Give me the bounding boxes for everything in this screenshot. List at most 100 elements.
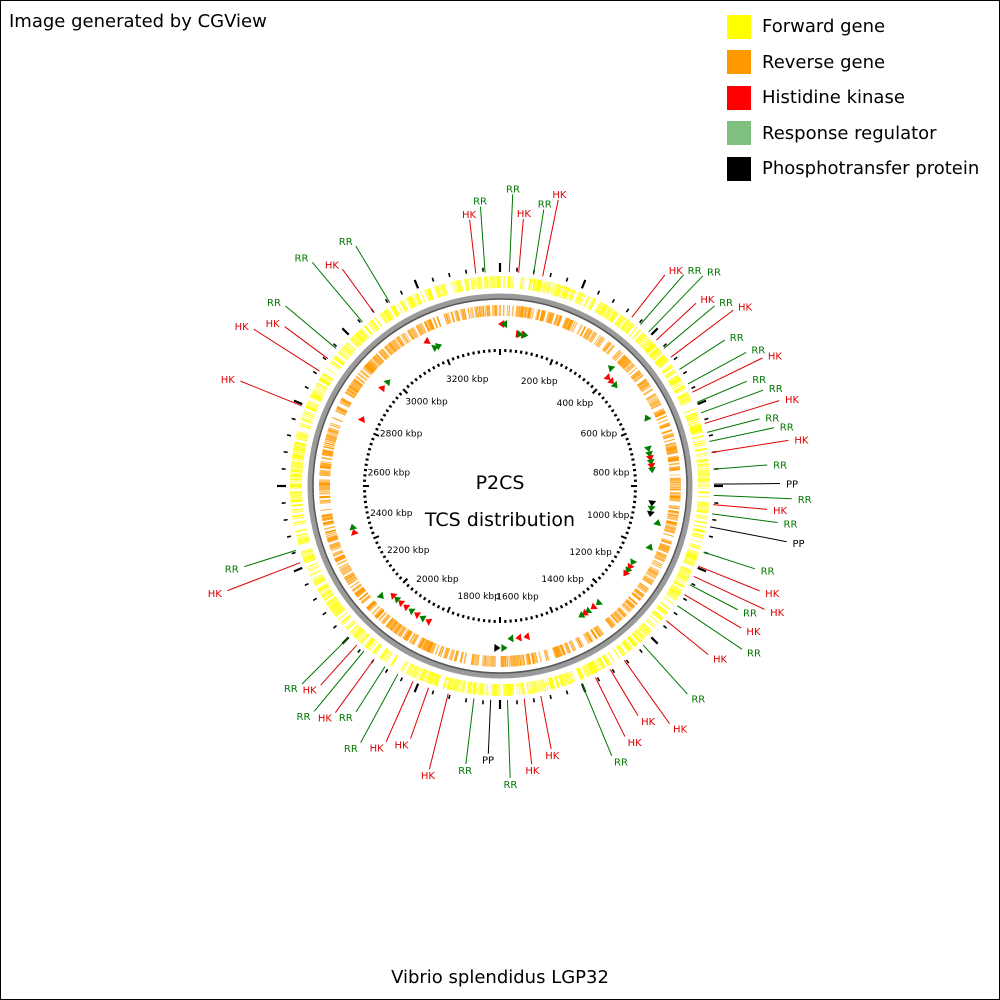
outer-tick (304, 385, 309, 390)
gene-block (636, 584, 648, 594)
outer-tick (682, 370, 688, 375)
gene-block (560, 286, 566, 298)
gene-block (579, 326, 587, 337)
gene-block (333, 356, 345, 366)
gene-block (534, 652, 539, 664)
gene-block (427, 671, 434, 684)
gene-block (489, 655, 493, 667)
outer-tick (357, 648, 361, 654)
gene-block (662, 432, 674, 438)
gene-block (479, 683, 483, 696)
scale-tick (573, 371, 578, 376)
gene-block (554, 284, 560, 297)
gene-block (526, 682, 530, 695)
gene-block (619, 318, 628, 329)
gene-block (317, 583, 330, 593)
gene-block (424, 670, 430, 683)
gene-block (342, 616, 352, 626)
gene-block (337, 351, 349, 361)
gene-block (566, 319, 574, 331)
outer-tick (413, 683, 420, 693)
gene-block (623, 321, 634, 333)
outer-tick (580, 279, 587, 289)
gene-block (291, 460, 304, 465)
gene-block (432, 673, 438, 686)
gene-block (402, 661, 409, 673)
gene-block (557, 674, 565, 687)
gene-block (665, 524, 677, 528)
gene-block (343, 571, 355, 579)
gene-block (303, 556, 316, 563)
gene-block (392, 623, 401, 633)
gene-block (406, 329, 415, 341)
gene-block (543, 650, 548, 661)
feature-label: HK (325, 260, 340, 271)
gene-block (507, 276, 510, 289)
gene-block (380, 613, 390, 624)
scale-tick (535, 353, 539, 358)
gene-block (325, 436, 337, 442)
gene-block (665, 593, 677, 601)
gene-block (640, 383, 651, 392)
scale-label: 400 kbp (557, 399, 594, 409)
feature-label: HK (517, 209, 532, 220)
gene-block (338, 562, 349, 569)
scale-tick (466, 616, 470, 620)
scale-tick (610, 408, 615, 413)
scale-tick (530, 352, 534, 356)
feature-label: RR (798, 495, 812, 506)
leader-line (342, 268, 375, 314)
gene-block (379, 349, 389, 360)
gene-block (319, 376, 332, 385)
gene-block (697, 471, 710, 475)
scale-tick (461, 353, 465, 358)
legend-swatch (727, 85, 751, 110)
gene-block (640, 338, 651, 349)
gene-block (327, 428, 339, 435)
feature-label: HK (235, 322, 250, 333)
gene-block (509, 655, 513, 667)
marker-rr (507, 634, 514, 643)
marker-rr (434, 343, 442, 351)
gene-block (531, 308, 535, 320)
gene-block (669, 467, 681, 472)
leader-line (713, 464, 768, 470)
marker-pp (646, 510, 655, 518)
gene-block (290, 495, 303, 499)
backbone-inner (312, 298, 688, 674)
gene-block (362, 367, 372, 376)
gene-block (481, 655, 486, 667)
gene-block (290, 497, 303, 500)
gene-block (654, 555, 666, 563)
backbone-outer (307, 293, 693, 679)
leader-line (663, 305, 715, 349)
marker-rr (645, 450, 653, 458)
gene-block (522, 277, 525, 290)
gene-block (290, 473, 303, 477)
gene-block (324, 438, 336, 443)
gene-block (614, 610, 624, 620)
gene-block (695, 516, 708, 520)
gene-block (631, 632, 642, 643)
gene-block (581, 665, 589, 678)
gene-block (667, 589, 679, 598)
gene-block (386, 308, 395, 320)
gene-block (304, 558, 317, 564)
gene-block (645, 619, 655, 629)
gene-block (583, 328, 592, 340)
scale-tick (367, 447, 372, 451)
feature-label: RR (284, 684, 298, 695)
gene-block (333, 606, 345, 616)
gene-block (522, 654, 526, 666)
scale-tick (456, 355, 460, 359)
gene-block (594, 301, 603, 314)
outer-tick (431, 690, 435, 695)
gene-block (327, 431, 338, 436)
gene-block (568, 320, 575, 331)
gene-block (675, 577, 687, 584)
marker-rr (585, 606, 593, 614)
gene-block (298, 540, 311, 546)
gene-block (590, 661, 599, 673)
gene-block (449, 678, 454, 691)
leader-line (679, 339, 726, 370)
